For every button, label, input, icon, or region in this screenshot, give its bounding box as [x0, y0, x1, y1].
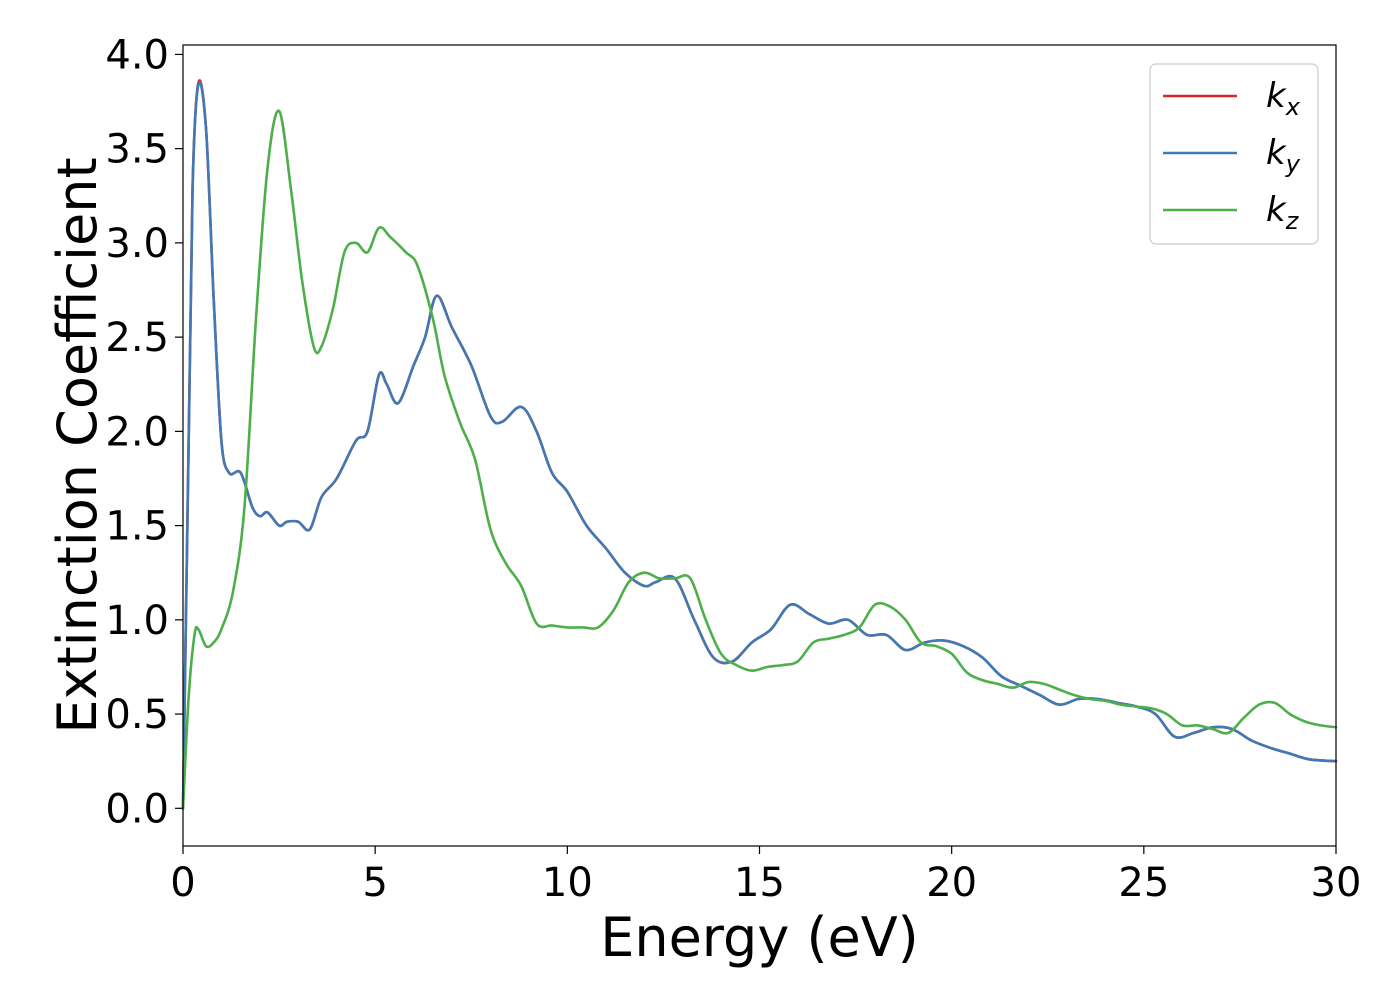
x-axis-title: Energy (eV): [600, 906, 919, 969]
y-tick-label: 4.0: [105, 32, 169, 78]
y-tick-label: 0.5: [105, 692, 169, 738]
x-axis: 0 5 10 15 20 25 30: [170, 846, 1361, 906]
y-tick-label: 1.5: [105, 504, 169, 550]
y-tick-label: 3.0: [105, 221, 169, 267]
x-tick-label: 0: [170, 860, 195, 906]
legend-label-base: k: [1266, 133, 1287, 173]
y-axis: 0.0 0.5 1.0 1.5 2.0 2.5 3.0 3.5 4.0: [105, 32, 183, 832]
y-tick-label: 0.0: [105, 786, 169, 832]
y-tick-label: 2.0: [105, 409, 169, 455]
legend-label-subscript: y: [1285, 150, 1301, 178]
legend-label-base: k: [1266, 190, 1287, 230]
x-tick-label: 15: [734, 860, 785, 906]
x-tick-label: 20: [926, 860, 977, 906]
series-line-kz: [181, 109, 1338, 810]
legend-label-subscript: x: [1285, 93, 1301, 121]
y-tick-label: 1.0: [105, 598, 169, 644]
legend-label-subscript: z: [1285, 207, 1300, 235]
y-tick-label: 2.5: [105, 315, 169, 361]
x-tick-label: 30: [1311, 860, 1362, 906]
x-tick-label: 10: [542, 860, 593, 906]
y-tick-label: 3.5: [105, 127, 169, 173]
series-layer: [181, 79, 1338, 810]
x-tick-label: 25: [1118, 860, 1169, 906]
legend-label-kx: kx: [1266, 76, 1301, 121]
legend-label-ky: ky: [1266, 133, 1301, 178]
legend-label-base: k: [1266, 76, 1287, 116]
legend-label-kz: kz: [1266, 190, 1300, 235]
y-axis-title: Extinction Coefficient: [46, 157, 109, 733]
x-tick-label: 5: [362, 860, 387, 906]
